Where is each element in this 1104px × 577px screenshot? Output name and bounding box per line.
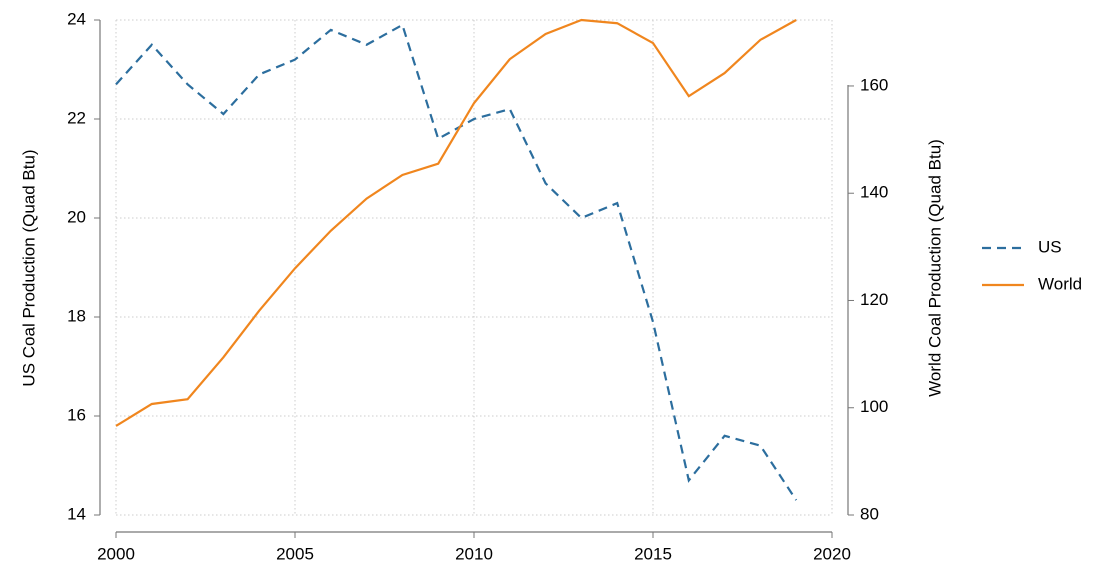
x-tick-label: 2000: [97, 544, 135, 563]
x-tick-label: 2010: [455, 544, 493, 563]
y2-tick-label: 140: [860, 183, 888, 202]
y-tick-label: 20: [67, 207, 86, 226]
y2-tick-label: 120: [860, 290, 888, 309]
line-series: [115, 18, 797, 427]
x-tick-label: 2015: [634, 544, 672, 563]
y-tick-label: 24: [67, 9, 86, 28]
x-tick-label: 2005: [276, 544, 314, 563]
y-tick-label: 18: [67, 306, 86, 325]
y-tick-label: 14: [67, 504, 86, 523]
x-tick-label: 2020: [813, 544, 851, 563]
line-series: [115, 23, 798, 501]
legend-label: US: [1038, 237, 1062, 256]
y-tick-label: 16: [67, 405, 86, 424]
y2-axis-title: World Coal Production (Quad Btu): [925, 139, 944, 397]
legend-label: World: [1038, 274, 1082, 293]
y2-tick-label: 160: [860, 75, 888, 94]
y2-tick-label: 100: [860, 397, 888, 416]
y-axis-title: US Coal Production (Quad Btu): [19, 149, 38, 386]
y-tick-label: 22: [67, 108, 86, 127]
y2-tick-label: 80: [860, 504, 879, 523]
